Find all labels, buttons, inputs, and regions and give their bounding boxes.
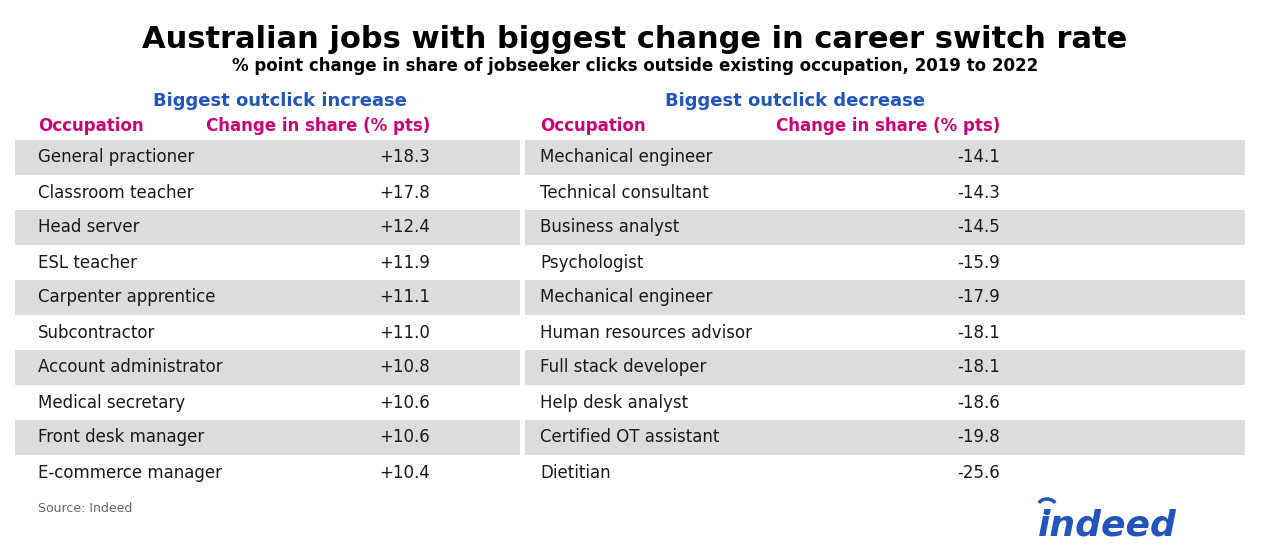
Text: -14.5: -14.5 [958,218,999,236]
Text: Mechanical engineer: Mechanical engineer [540,148,712,166]
Text: Change in share (% pts): Change in share (% pts) [776,117,999,135]
Text: Head server: Head server [38,218,140,236]
Text: Classroom teacher: Classroom teacher [38,184,193,202]
Text: Full stack developer: Full stack developer [540,358,706,376]
Text: Front desk manager: Front desk manager [38,428,204,446]
Text: Dietitian: Dietitian [540,464,611,482]
Text: +10.6: +10.6 [380,428,431,446]
Text: -18.6: -18.6 [958,394,999,412]
Text: Australian jobs with biggest change in career switch rate: Australian jobs with biggest change in c… [142,25,1128,54]
Text: +12.4: +12.4 [380,218,431,236]
Text: -18.1: -18.1 [958,358,999,376]
Text: +11.9: +11.9 [380,254,431,272]
Text: Subcontractor: Subcontractor [38,324,155,342]
Bar [525,210,1245,245]
Text: E-commerce manager: E-commerce manager [38,464,222,482]
Bar [525,315,1245,350]
Text: ESL teacher: ESL teacher [38,254,137,272]
Text: -25.6: -25.6 [958,464,999,482]
Text: Carpenter apprentice: Carpenter apprentice [38,288,216,306]
Bar [15,210,519,245]
Text: +11.0: +11.0 [380,324,431,342]
Bar [15,175,519,210]
Text: General practioner: General practioner [38,148,194,166]
Bar [15,420,519,455]
Text: % point change in share of jobseeker clicks outside existing occupation, 2019 to: % point change in share of jobseeker cli… [232,57,1038,75]
Text: Biggest outclick decrease: Biggest outclick decrease [665,92,925,110]
Bar [525,385,1245,420]
Text: +18.3: +18.3 [380,148,431,166]
Bar [525,280,1245,315]
Bar [525,140,1245,175]
Text: -18.1: -18.1 [958,324,999,342]
Text: indeed: indeed [1038,508,1177,542]
Bar [15,455,519,490]
Text: Business analyst: Business analyst [540,218,679,236]
Text: Medical secretary: Medical secretary [38,394,185,412]
Bar [15,140,519,175]
Text: Technical consultant: Technical consultant [540,184,709,202]
Text: Mechanical engineer: Mechanical engineer [540,288,712,306]
Text: +10.4: +10.4 [380,464,431,482]
Text: -15.9: -15.9 [958,254,999,272]
Text: Certified OT assistant: Certified OT assistant [540,428,719,446]
Text: +10.6: +10.6 [380,394,431,412]
Bar [525,175,1245,210]
Text: Account administrator: Account administrator [38,358,222,376]
Text: Occupation: Occupation [540,117,645,135]
Text: Human resources advisor: Human resources advisor [540,324,752,342]
Bar [15,350,519,385]
Bar [15,280,519,315]
Bar [15,245,519,280]
Bar [525,455,1245,490]
Text: Psychologist: Psychologist [540,254,644,272]
Text: -14.3: -14.3 [958,184,999,202]
Bar [525,245,1245,280]
Circle shape [1044,510,1049,515]
Text: -19.8: -19.8 [958,428,999,446]
Text: Change in share (% pts): Change in share (% pts) [206,117,431,135]
Text: -17.9: -17.9 [958,288,999,306]
Text: +11.1: +11.1 [378,288,431,306]
Text: Biggest outclick increase: Biggest outclick increase [154,92,406,110]
Bar [525,420,1245,455]
Text: +10.8: +10.8 [380,358,431,376]
Text: Help desk analyst: Help desk analyst [540,394,688,412]
Text: +17.8: +17.8 [380,184,431,202]
Bar [15,385,519,420]
Text: Source: Indeed: Source: Indeed [38,502,132,515]
Bar [15,315,519,350]
Bar [525,350,1245,385]
Text: -14.1: -14.1 [958,148,999,166]
Text: Occupation: Occupation [38,117,144,135]
